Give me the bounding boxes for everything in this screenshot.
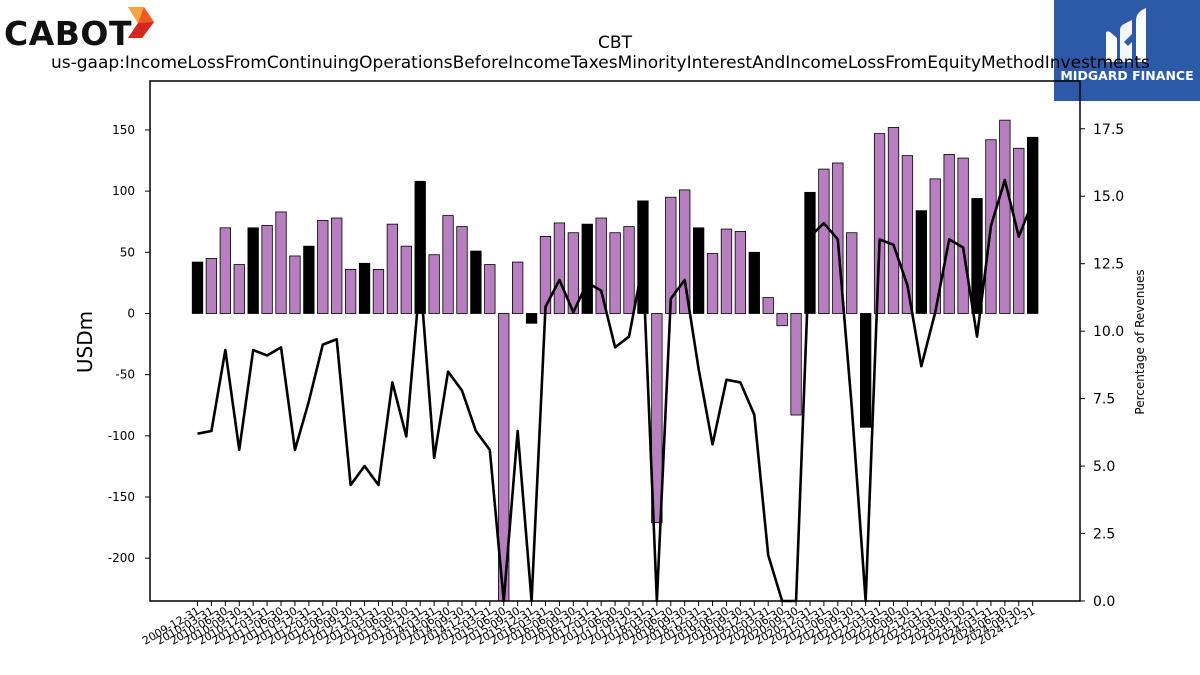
bar-2013-12-31 <box>414 180 426 314</box>
bar-2012-12-31 <box>358 262 371 314</box>
bar-2010-09-30 <box>233 264 245 314</box>
bar-2011-12-31 <box>303 245 315 314</box>
y-tick-label: -200 <box>108 551 135 565</box>
bar-2010-12-31 <box>247 227 259 314</box>
bar-2014-09-30 <box>456 226 468 314</box>
bar-2024-12-31 <box>1027 136 1039 314</box>
bar-2012-03-31 <box>317 220 329 314</box>
bar-2019-12-31 <box>748 251 760 314</box>
y-axis-label: USDm <box>73 311 97 373</box>
y-tick-label: 100 <box>112 184 135 198</box>
bar-2018-06-30 <box>665 196 677 314</box>
y-tick-label: -100 <box>108 429 135 443</box>
bar-2023-09-30 <box>957 157 969 314</box>
bar-2023-12-31 <box>971 198 983 314</box>
bar-2018-03-31 <box>651 313 663 524</box>
bar-2022-06-30 <box>887 127 900 314</box>
bar-2018-09-30 <box>679 189 691 314</box>
bar-2010-03-31 <box>205 258 218 314</box>
bar-2019-03-31 <box>706 253 719 314</box>
pct-revenue-line <box>197 178 1034 603</box>
bar-2021-12-31 <box>860 313 872 428</box>
bar-2020-06-30 <box>776 313 788 327</box>
y-tick-label: -50 <box>115 368 135 382</box>
y2-tick-label: 5.0 <box>1093 459 1115 475</box>
y2-tick-label: 15.0 <box>1093 189 1124 205</box>
bar-2017-03-31 <box>595 217 607 314</box>
bar-2009-12-31 <box>191 261 204 314</box>
bar-2013-09-30 <box>400 245 412 314</box>
chart-subtitle: us-gaap:IncomeLossFromContinuingOperatio… <box>51 53 1150 73</box>
bar-2014-03-31 <box>428 254 440 314</box>
bar-2010-06-30 <box>219 227 231 314</box>
y2-tick-label: 17.5 <box>1093 122 1124 138</box>
bar-2015-12-31 <box>525 313 538 324</box>
bar-2020-03-31 <box>762 297 774 314</box>
bar-2020-09-30 <box>790 313 802 416</box>
bar-2014-12-31 <box>470 250 482 314</box>
bar-2013-06-30 <box>386 223 399 314</box>
y-tick-label: -150 <box>108 490 135 504</box>
bar-2015-09-30 <box>512 261 524 314</box>
y-tick-label: 50 <box>120 245 135 259</box>
y2-tick-label: 12.5 <box>1093 257 1124 273</box>
bar-2022-12-31 <box>915 210 927 314</box>
publisher-logo-text: MIDGARD FINANCE <box>1060 68 1194 83</box>
bar-2013-03-31 <box>372 269 385 314</box>
company-logo: CABOT <box>4 6 164 53</box>
bar-2012-06-30 <box>331 217 343 314</box>
y2-axis-label: Percentage of Revenues <box>1133 269 1147 414</box>
bar-2011-03-31 <box>261 224 273 314</box>
bar-2024-09-30 <box>1013 147 1025 314</box>
y2-tick-label: 0.0 <box>1093 594 1115 610</box>
y-tick-label: 150 <box>112 123 135 137</box>
bar-2022-09-30 <box>901 155 914 314</box>
midgard-mark-icon <box>1106 8 1146 62</box>
bar-2017-09-30 <box>623 226 635 314</box>
bar-2021-03-31 <box>818 168 830 314</box>
y2-tick-label: 2.5 <box>1093 527 1115 543</box>
bar-2017-06-30 <box>609 232 621 314</box>
bar-2016-06-30 <box>553 222 566 314</box>
bar-2023-06-30 <box>943 154 955 314</box>
bar-2014-06-30 <box>442 215 454 314</box>
bar-2016-12-31 <box>581 223 593 314</box>
bar-2022-03-31 <box>873 133 886 314</box>
bar-2011-09-30 <box>289 255 301 314</box>
y2-tick-label: 10.0 <box>1093 324 1124 340</box>
y2-tick-label: 7.5 <box>1093 392 1115 408</box>
bar-2019-06-30 <box>720 228 733 314</box>
publisher-logo: MIDGARD FINANCE <box>1054 0 1200 101</box>
chart-title: CBT <box>598 33 633 53</box>
bar-2012-09-30 <box>344 269 357 314</box>
bar-2017-12-31 <box>637 200 649 314</box>
bar-2019-09-30 <box>734 231 747 314</box>
bar-2018-12-31 <box>692 227 705 314</box>
bar-2024-06-30 <box>999 119 1011 314</box>
bar-2021-09-30 <box>846 232 858 314</box>
y-tick-label: 0 <box>127 306 135 320</box>
company-logo-text: CABOT <box>4 14 132 53</box>
bar-2011-06-30 <box>275 211 287 314</box>
flame-icon <box>128 7 154 38</box>
bar-2015-03-31 <box>484 264 496 314</box>
plot-frame <box>149 80 1081 602</box>
